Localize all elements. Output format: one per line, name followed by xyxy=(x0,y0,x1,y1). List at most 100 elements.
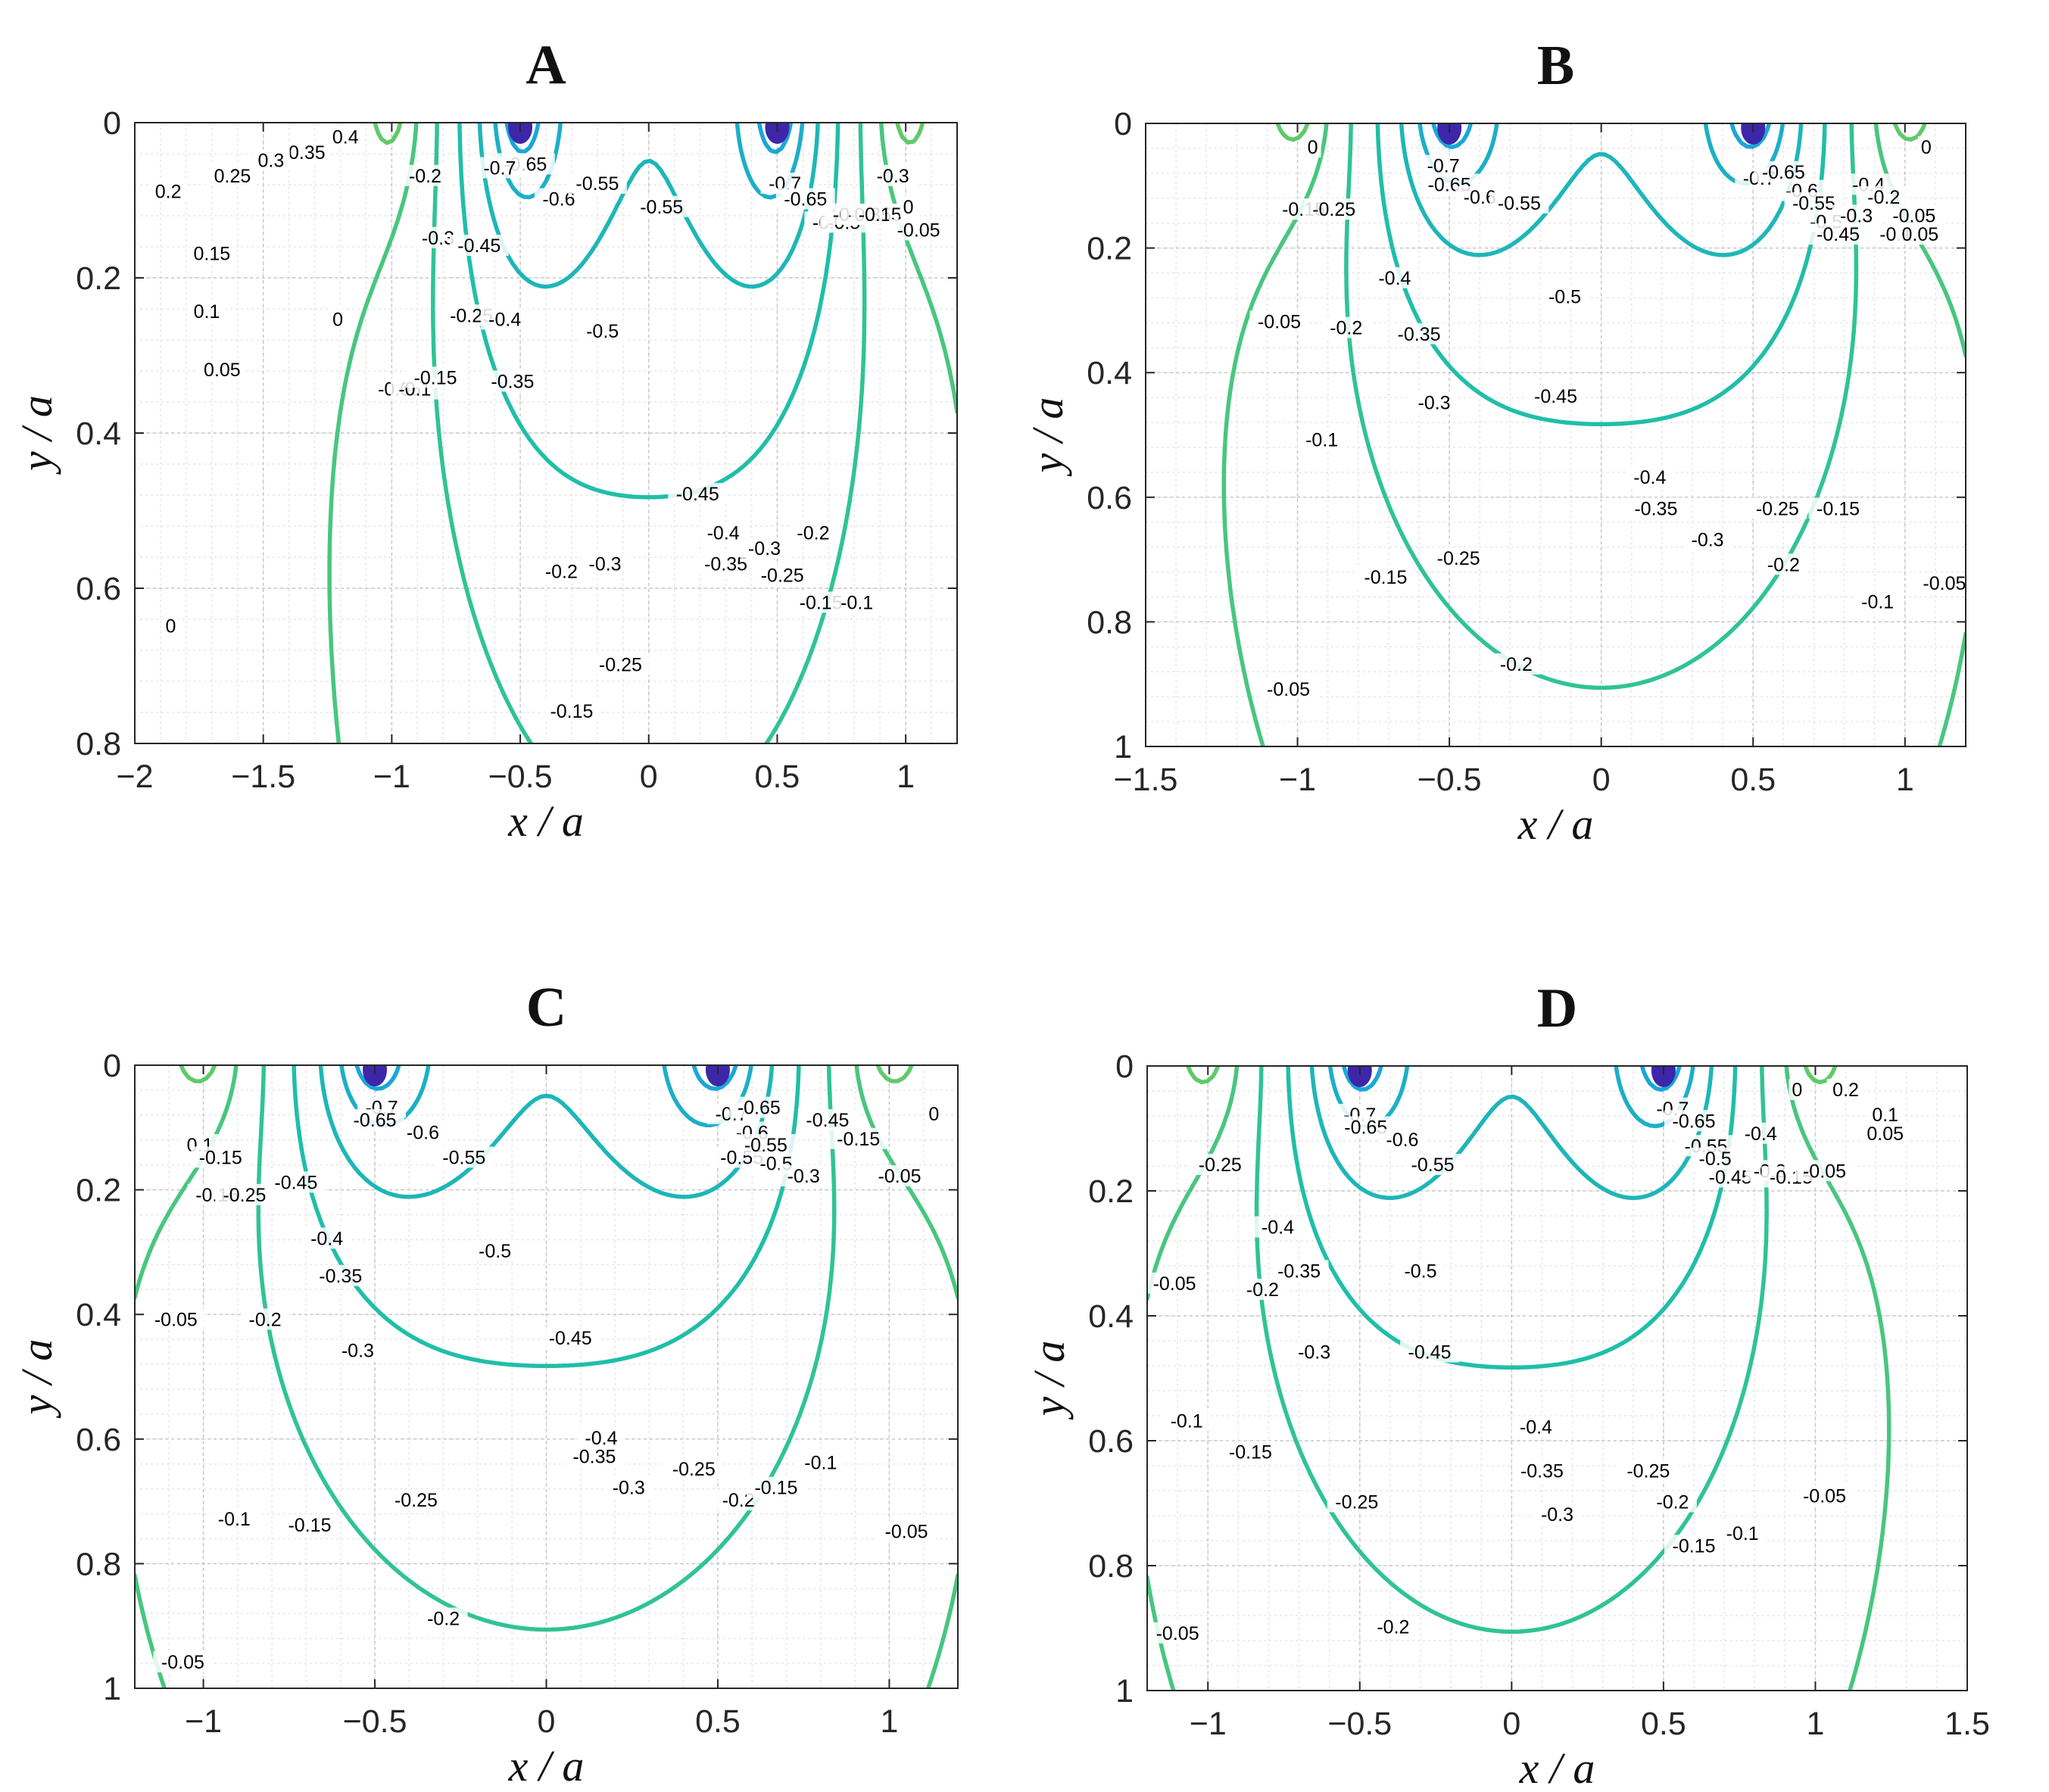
contour-label-bg xyxy=(1327,1491,1386,1513)
x-tick-label: 0.5 xyxy=(1641,1706,1686,1742)
contour-label-bg xyxy=(632,195,691,217)
x-tick-label: 1 xyxy=(1896,762,1914,798)
contour-label: -0.65 xyxy=(738,1098,781,1119)
contour-label: -0.1 xyxy=(1726,1523,1759,1544)
x-tick-label: −1 xyxy=(185,1703,222,1740)
y-tick-label: 0.8 xyxy=(1088,1548,1134,1585)
contour-label-bg xyxy=(1683,528,1732,550)
contour-label: -0.7 xyxy=(483,158,516,179)
panel-title: B xyxy=(1537,35,1574,97)
contour-label-bg xyxy=(736,1133,796,1155)
contour-label-bg xyxy=(788,522,837,544)
contour-label: -0.3 xyxy=(1298,1342,1330,1363)
contour-label-bg xyxy=(541,700,601,721)
y-axis-label: y / a xyxy=(12,395,61,475)
contour-label-bg xyxy=(1370,266,1419,288)
contour-label-bg xyxy=(1162,1410,1212,1432)
contour-label: -0.25 xyxy=(1335,1492,1378,1513)
x-tick-label: −0.5 xyxy=(1417,762,1482,798)
x-tick-label: −1 xyxy=(1190,1706,1227,1742)
contour-label: -0.3 xyxy=(342,1341,374,1362)
contour-label-bg xyxy=(1860,1122,1910,1144)
contour-label: -0.25 xyxy=(761,566,804,587)
contour-label: -0.45 xyxy=(806,1110,849,1131)
contour-label-bg xyxy=(1895,223,1945,245)
contour-label: -0.2 xyxy=(1500,654,1533,675)
contour-label: -0.3 xyxy=(1692,529,1724,550)
contour-label-bg xyxy=(1389,323,1449,344)
contour-label: -0.6 xyxy=(1386,1130,1418,1151)
contour-label-bg xyxy=(1249,310,1309,332)
contour-label: -0.35 xyxy=(491,371,534,392)
source-point-2 xyxy=(765,123,790,144)
source-point-1 xyxy=(508,123,533,144)
contour-label-bg xyxy=(191,1146,251,1168)
contour-label: -0.55 xyxy=(744,1135,787,1156)
contour-label: -0.25 xyxy=(223,1185,266,1206)
contour-label: -0.35 xyxy=(572,1446,616,1467)
contour-label: -0.15 xyxy=(199,1147,242,1168)
y-tick-label: 0.4 xyxy=(1088,1298,1134,1335)
contour-label-bg xyxy=(578,319,627,341)
contour-label-bg xyxy=(889,219,949,241)
contour-label-bg xyxy=(214,1183,274,1205)
contour-label: -0.6 xyxy=(407,1123,439,1144)
contour-label-bg xyxy=(1826,1079,1865,1100)
y-tick-label: 0.8 xyxy=(1087,604,1132,640)
contour-label-bg xyxy=(828,1127,888,1149)
contour-label: -0.45 xyxy=(676,484,719,505)
contour-label: -0.65 xyxy=(1762,162,1805,183)
ticks: −1 −0.5 0 0.5 1 0 0.2 0.4 0.6 0.8 1 xyxy=(76,1048,958,1740)
contour-label: -0.15 xyxy=(837,1129,880,1150)
contour-label-bg xyxy=(266,1171,326,1193)
contour-label-bg xyxy=(1190,1154,1250,1175)
ticks: −2 −1.5 −1 −0.5 0 0.5 1 0 0.2 0.4 0.6 0.8 xyxy=(76,105,957,795)
contour-label: 0 xyxy=(1308,137,1318,158)
panel-c: C00.1-0.15-0.15-0.25-0.05-0.2-0.1-0.05-0… xyxy=(0,896,1024,1792)
contour-label-bg xyxy=(1148,1622,1208,1644)
contour-label: -0.5 xyxy=(1404,1261,1436,1282)
contour-line-level--0.25 xyxy=(457,123,840,500)
contour-label: -0.4 xyxy=(707,522,740,544)
contour-label: -0.1 xyxy=(1305,430,1338,451)
contour-label-bg xyxy=(279,1514,339,1536)
contour-label: -0.25 xyxy=(1756,498,1799,519)
contour-label-bg xyxy=(1754,161,1814,182)
contour-label-bg xyxy=(1221,1441,1280,1463)
panel-d: D 0 0.2 0.1 0.05 -0.25 -0.05 -0.2 -0.1 -0.15 -0.05… xyxy=(1024,896,2049,1792)
contour-label-bg xyxy=(581,553,630,575)
contour-label-bg xyxy=(1533,1504,1582,1525)
contour-label: -0.1 xyxy=(218,1509,251,1530)
contour-label-bg xyxy=(1238,1279,1287,1300)
contour-label: -0.05 xyxy=(1156,1623,1199,1644)
contour-label: -0.3 xyxy=(422,228,454,249)
panel-title: C xyxy=(526,977,566,1039)
x-axis-label: x / a xyxy=(1519,1744,1595,1792)
contour-label: 0 xyxy=(1921,137,1932,158)
contour-label: -0.05 xyxy=(1803,1485,1846,1507)
contour-label: -0.2 xyxy=(1330,318,1362,339)
contour-label-bg xyxy=(1808,497,1868,519)
x-tick-label: 1 xyxy=(897,759,915,795)
contour-label-bg xyxy=(604,1476,653,1498)
contour-label: 0 xyxy=(928,1104,939,1125)
y-tick-label: 0.2 xyxy=(76,260,121,297)
contour-label-bg xyxy=(564,1445,624,1467)
contour-label: -0.35 xyxy=(1398,324,1441,345)
contour-label-bg xyxy=(567,173,627,194)
y-tick-label: 0.6 xyxy=(1087,480,1132,516)
y-tick-label: 0.6 xyxy=(76,571,121,607)
contour-label: -0.1 xyxy=(1171,1410,1203,1432)
contour-label: -0.05 xyxy=(1892,205,1935,226)
contour-label-bg xyxy=(1492,653,1541,675)
contour-label-bg xyxy=(398,1121,448,1143)
axes-box xyxy=(1146,1065,1968,1691)
contour-label: -0.2 xyxy=(1767,554,1800,575)
contour-label-bg xyxy=(1368,1616,1417,1638)
contour-label-bg xyxy=(1410,391,1459,413)
contour-label-bg xyxy=(797,1109,857,1131)
x-tick-label: 0.5 xyxy=(695,1703,741,1740)
contour-label: -0.15 xyxy=(754,1478,797,1499)
contour-label: -0.55 xyxy=(1792,193,1835,214)
